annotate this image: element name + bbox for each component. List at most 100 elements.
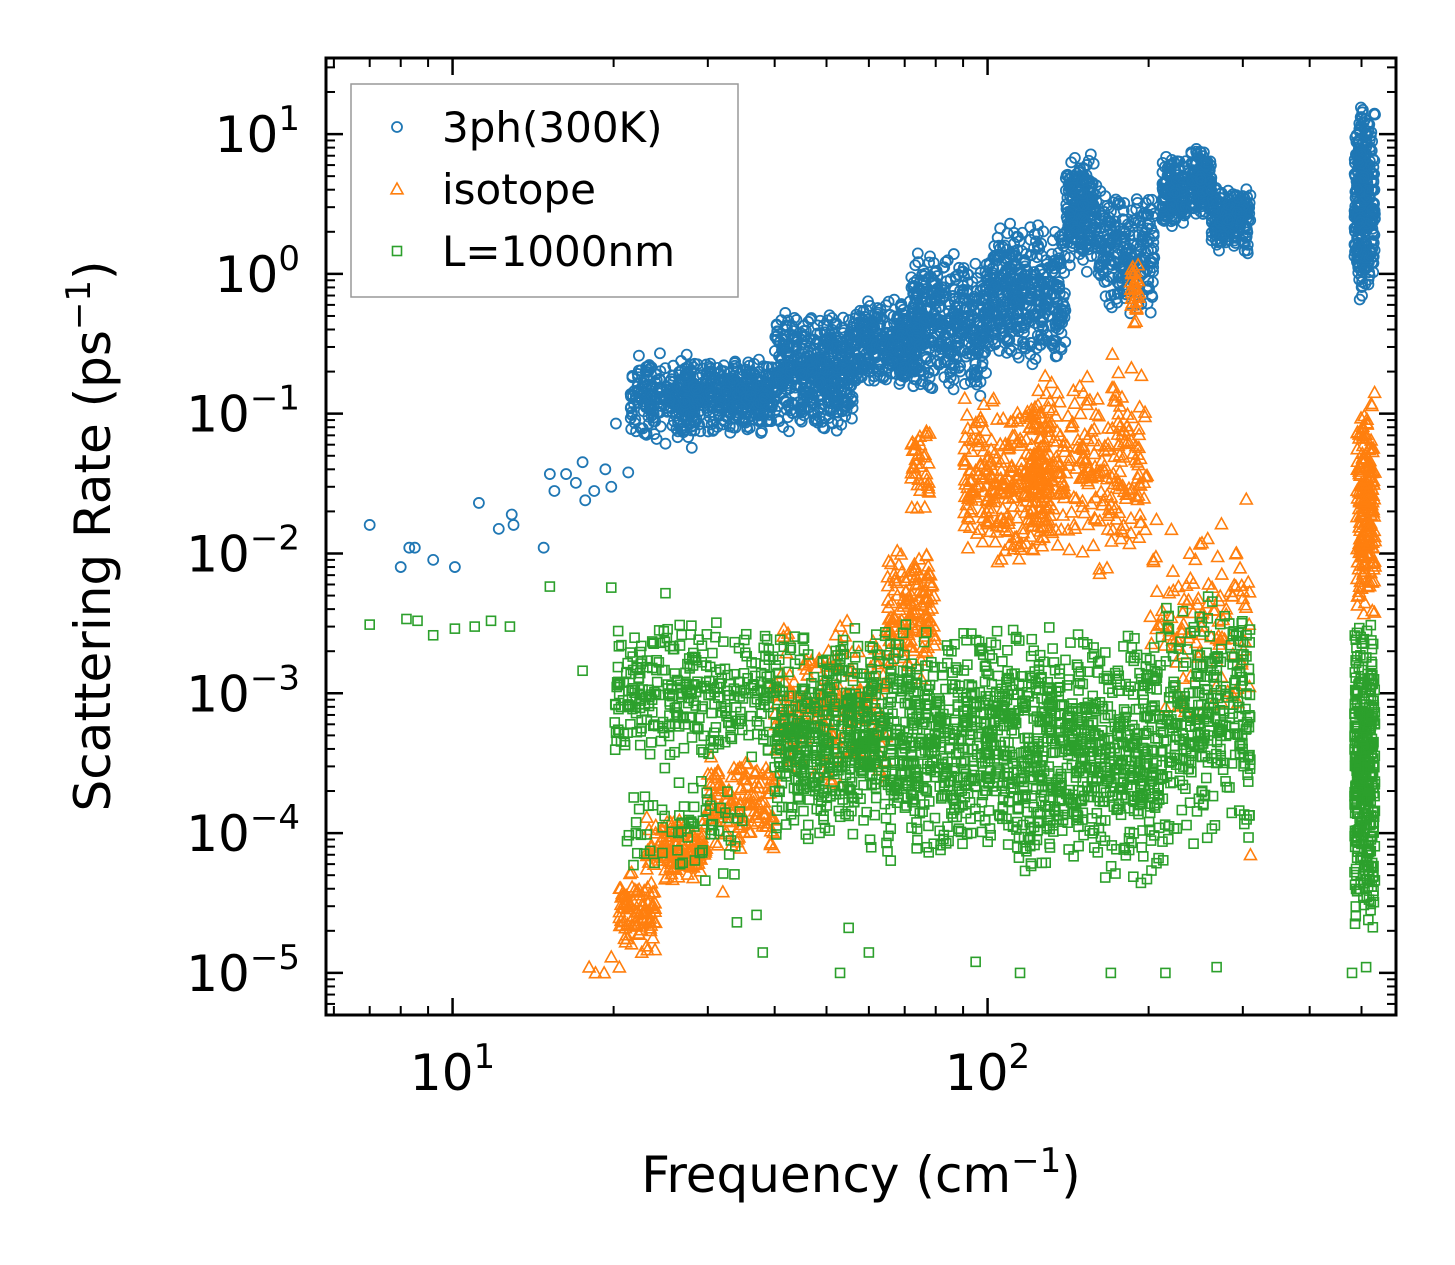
circle-marker (472, 497, 485, 509)
circle-marker (492, 522, 505, 535)
circle-marker (707, 370, 720, 383)
circle-marker (823, 354, 836, 367)
major-ticks (326, 58, 1396, 1015)
circle-marker (801, 402, 814, 415)
circle-marker (723, 420, 736, 433)
circle-marker (633, 349, 645, 362)
circle-marker (677, 421, 690, 434)
circle-marker (770, 318, 783, 331)
triangle-marker (959, 407, 975, 421)
y-tick-label: 10−3 (186, 658, 300, 723)
triangle-marker (1037, 368, 1053, 382)
circle-marker (599, 463, 612, 476)
circle-marker (751, 379, 764, 392)
circle-marker (808, 333, 821, 346)
circle-marker (777, 421, 790, 434)
circle-marker (507, 519, 520, 531)
circle-marker (813, 377, 825, 390)
circle-marker (659, 362, 672, 375)
circle-marker (821, 339, 834, 352)
triangle-marker (603, 949, 619, 963)
triangle-marker (1044, 374, 1059, 389)
circle-marker (700, 380, 713, 393)
triangle-marker (960, 540, 976, 554)
circle-marker (632, 371, 644, 384)
circle-marker (632, 377, 644, 390)
circle-marker (782, 360, 795, 372)
circle-marker (632, 364, 645, 377)
circle-marker (784, 366, 797, 378)
y-tick-label: 100 (215, 239, 300, 304)
x-tick-labels: 101 102 (410, 1037, 1030, 1102)
circle-marker (705, 418, 718, 431)
circle-marker (663, 393, 676, 406)
triangle-marker (1050, 385, 1066, 399)
circle-marker (537, 541, 550, 554)
series-0 (363, 101, 1381, 573)
circle-marker (788, 331, 801, 344)
circle-marker (715, 396, 727, 409)
y-tick-label: 10−1 (186, 379, 300, 444)
triangle-marker (1075, 544, 1090, 558)
circle-marker (806, 364, 818, 377)
circle-marker (743, 359, 755, 372)
circle-marker (817, 421, 829, 434)
circle-marker (947, 248, 960, 260)
circle-marker (795, 415, 808, 428)
circle-marker (799, 324, 812, 337)
triangle-marker (715, 884, 731, 898)
circle-marker (650, 433, 663, 445)
circle-marker (548, 485, 561, 497)
circle-marker (756, 425, 768, 437)
circle-marker (560, 468, 572, 480)
circle-marker (829, 342, 842, 355)
circle-marker (686, 402, 699, 414)
circle-marker (821, 314, 834, 327)
triangle-marker (1038, 385, 1054, 400)
circle-marker (659, 437, 672, 450)
triangle-marker (611, 959, 627, 973)
circle-marker (780, 396, 793, 409)
circle-marker (690, 383, 703, 395)
x-tick-label: 102 (945, 1037, 1030, 1102)
circle-marker (729, 355, 742, 368)
circle-marker (836, 404, 848, 416)
circle-marker (704, 391, 717, 404)
triangle-marker (893, 546, 909, 560)
triangle-marker (1243, 847, 1258, 861)
circle-marker (693, 418, 706, 431)
circle-marker (640, 361, 653, 373)
circle-marker (837, 311, 850, 324)
circle-marker (792, 396, 805, 409)
circle-marker (780, 403, 793, 416)
circle-marker (713, 408, 726, 421)
circle-marker (813, 394, 826, 407)
x-tick-label: 101 (410, 1037, 495, 1102)
circle-marker (735, 382, 747, 395)
data-markers (363, 101, 1383, 979)
triangle-marker (1050, 537, 1066, 551)
triangle-marker (1062, 542, 1077, 556)
circle-marker (645, 361, 658, 374)
circle-marker (744, 389, 757, 402)
circle-marker (795, 368, 808, 381)
circle-marker (588, 485, 601, 497)
circle-marker (969, 257, 982, 270)
circle-marker (812, 405, 824, 418)
triangle-marker (596, 965, 612, 979)
circle-marker (605, 480, 618, 493)
circle-marker (810, 338, 822, 351)
circle-marker (723, 367, 736, 380)
circle-marker (687, 409, 700, 422)
circle-marker (631, 384, 644, 397)
circle-marker (830, 391, 843, 404)
circle-marker (746, 365, 759, 378)
circle-marker (824, 401, 837, 414)
circle-marker (679, 396, 691, 408)
circle-marker (720, 385, 733, 398)
circle-marker (765, 415, 778, 428)
circle-marker (622, 466, 635, 479)
y-tick-label: 10−2 (186, 518, 300, 583)
